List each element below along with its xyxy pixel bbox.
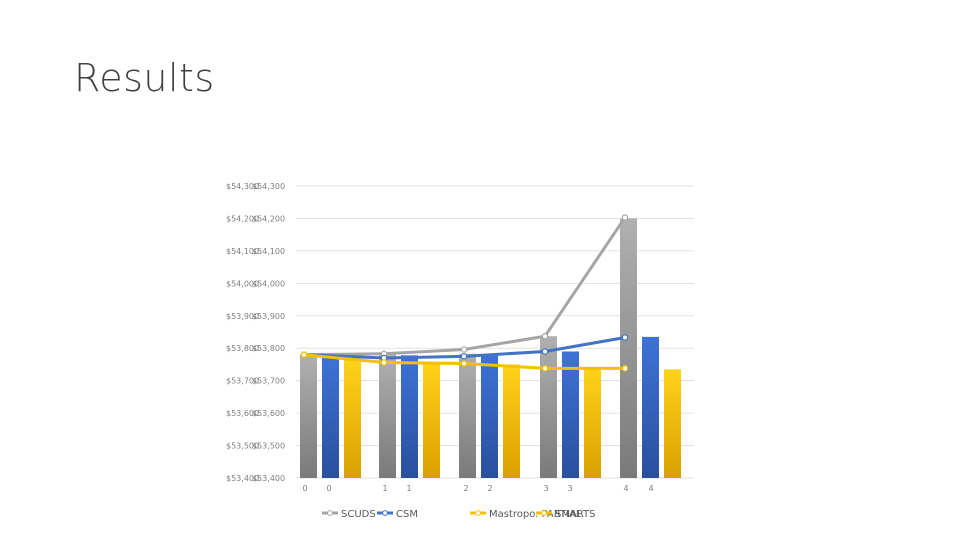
- y-tick-label-right: $53,900: [252, 312, 285, 321]
- y-tick-label-right: $54,100: [252, 247, 285, 256]
- y-tick-label-left: $54,000: [226, 279, 259, 288]
- bar-scuds-3: [540, 336, 557, 478]
- x-tick-label: 4: [648, 484, 653, 493]
- point-scuds-4: [621, 214, 629, 221]
- bar-csm-4: [642, 336, 659, 478]
- line-scuds: [303, 216, 627, 357]
- point-csm-3: [541, 348, 549, 355]
- legend-label-smarts: SMARTS: [555, 509, 596, 520]
- y-tick-label-right: $53,600: [252, 409, 285, 418]
- legend-label-mastropo-partial: Mastropo. PARTIAL: [489, 509, 582, 520]
- point-csm-2: [460, 353, 468, 360]
- x-tick-label: 2: [487, 484, 492, 493]
- bar-scuds-1: [379, 353, 396, 478]
- y-tick-label-left: $53,900: [226, 312, 259, 321]
- x-tick-label: 4: [623, 484, 628, 493]
- y-tick-label-left: $53,800: [226, 344, 259, 353]
- point-scuds-2: [460, 346, 468, 353]
- x-tick-label: 1: [382, 484, 387, 493]
- point-mastropo-partial-3: [541, 365, 549, 372]
- legend-label-csm: CSM: [396, 509, 418, 520]
- y-tick-label-left: $53,700: [226, 377, 259, 386]
- point-mastropo-partial-0: [300, 351, 308, 358]
- chart-lines: [300, 214, 629, 372]
- y-tick-label-left: $54,300: [226, 182, 259, 191]
- point-csm-4: [621, 334, 629, 341]
- x-tick-label: 2: [463, 484, 468, 493]
- y-tick-label-left: $53,500: [226, 442, 259, 451]
- y-axis-right-labels: $53,400 $53,500 $53,600 $53,700 $53,800 $53,9…: [252, 182, 285, 483]
- chart-bars: [300, 218, 681, 478]
- bar-scuds-2: [459, 353, 476, 478]
- y-tick-label-right: $53,800: [252, 344, 285, 353]
- legend-marker-smarts: [541, 510, 547, 516]
- point-mastropo-partial-4: [621, 365, 629, 372]
- y-tick-label-left: $53,600: [226, 409, 259, 418]
- x-tick-label: 3: [543, 484, 548, 493]
- bar-csm-2: [481, 355, 498, 478]
- y-tick-label-right: $53,500: [252, 442, 285, 451]
- y-tick-label-left: $54,100: [226, 247, 259, 256]
- x-axis-labels: 0 0 1 1 2 2 3 3 4 4: [302, 484, 653, 493]
- bar-prop-partial-3: [584, 368, 601, 478]
- point-scuds-3: [541, 333, 549, 340]
- y-axis-left-labels: $53,400 $53,500 $53,600 $53,700 $53,800 $53,9…: [226, 182, 259, 483]
- x-tick-label: 3: [567, 484, 572, 493]
- bar-prop-partial-4: [664, 369, 681, 478]
- bar-scuds-4: [620, 218, 637, 478]
- legend-marker-scuds: [327, 510, 333, 516]
- bar-prop-partial-2: [503, 364, 520, 478]
- y-tick-label-left: $54,200: [226, 214, 259, 223]
- slide-title: Results: [74, 56, 215, 100]
- legend-marker-csm: [382, 510, 388, 516]
- x-tick-label: 0: [302, 484, 307, 493]
- bar-csm-3: [562, 351, 579, 478]
- x-tick-label: 1: [406, 484, 411, 493]
- bar-prop-partial-1: [423, 362, 440, 478]
- y-tick-label-left: $53,400: [226, 474, 259, 483]
- legend-label-scuds: SCUDS: [341, 509, 376, 520]
- y-tick-label-right: $54,000: [252, 279, 285, 288]
- point-mastropo-partial-2: [460, 360, 468, 367]
- y-tick-label-right: $53,400: [252, 474, 285, 483]
- bar-csm-1: [401, 355, 418, 478]
- legend-marker-mastropo-partial: [475, 510, 481, 516]
- y-tick-label-right: $53,700: [252, 377, 285, 386]
- y-tick-label-right: $54,300: [252, 182, 285, 191]
- bar-csm-0: [322, 356, 339, 478]
- bar-prop-partial-0: [344, 358, 361, 478]
- y-tick-label-right: $54,200: [252, 214, 285, 223]
- x-tick-label: 0: [326, 484, 331, 493]
- point-mastropo-partial-1: [380, 359, 388, 366]
- bar-scuds-0: [300, 354, 317, 478]
